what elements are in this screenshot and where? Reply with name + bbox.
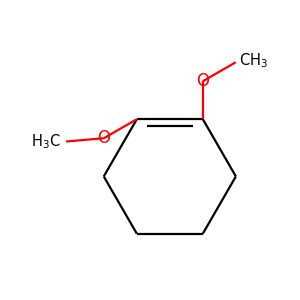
Text: CH$_3$: CH$_3$: [239, 51, 268, 70]
Text: O: O: [98, 129, 110, 147]
Text: O: O: [196, 72, 209, 90]
Text: H$_3$C: H$_3$C: [32, 132, 61, 151]
